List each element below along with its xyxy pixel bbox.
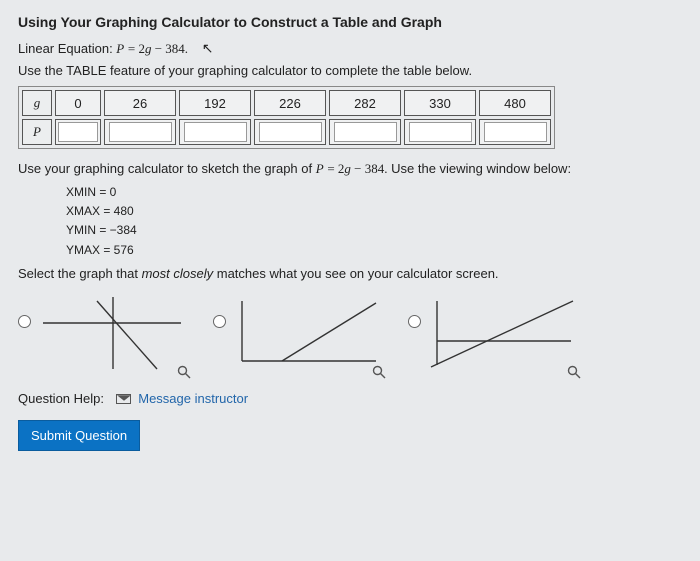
graph-thumb-3 [427, 293, 577, 373]
p-input-4[interactable] [334, 122, 397, 142]
instruction-graph-suffix: Use the viewing window below: [391, 161, 571, 176]
table-row: P [22, 119, 551, 145]
g-cell: 480 [479, 90, 551, 116]
instruction-graph: Use your graphing calculator to sketch t… [18, 161, 682, 177]
p-cell [404, 119, 476, 145]
radio-option-1[interactable] [18, 315, 31, 328]
p-input-3[interactable] [259, 122, 322, 142]
g-cell: 282 [329, 90, 401, 116]
equation-rest: − 384. [151, 41, 188, 56]
radio-option-2[interactable] [213, 315, 226, 328]
zoom-icon[interactable] [372, 365, 386, 379]
graph-options [18, 293, 682, 373]
select-emphasis: most closely [142, 266, 214, 281]
g-cell: 192 [179, 90, 251, 116]
window-line: XMAX = 480 [66, 202, 682, 221]
p-cell [55, 119, 101, 145]
row-label-g: g [22, 90, 52, 116]
graph-option-3 [408, 293, 577, 373]
p-input-2[interactable] [184, 122, 247, 142]
g-cell: 0 [55, 90, 101, 116]
graph-thumb-1 [37, 293, 187, 373]
window-line: YMAX = 576 [66, 241, 682, 260]
graph-eq-p: P [316, 161, 324, 176]
window-line: YMIN = −384 [66, 221, 682, 240]
viewing-window: XMIN = 0 XMAX = 480 YMIN = −384 YMAX = 5… [66, 183, 682, 260]
p-cell [104, 119, 176, 145]
graph-thumb-2 [232, 293, 382, 373]
g-cell: 330 [404, 90, 476, 116]
zoom-icon[interactable] [177, 365, 191, 379]
graph-option-2 [213, 293, 382, 373]
table-row: g 0 26 192 226 282 330 480 [22, 90, 551, 116]
p-cell [329, 119, 401, 145]
page-title: Using Your Graphing Calculator to Constr… [18, 14, 682, 30]
g-cell: 226 [254, 90, 326, 116]
radio-option-3[interactable] [408, 315, 421, 328]
message-instructor-link[interactable]: Message instructor [138, 391, 248, 406]
p-input-1[interactable] [109, 122, 172, 142]
equation-equals: = 2 [128, 41, 145, 56]
question-help-row: Question Help: Message instructor [18, 391, 682, 406]
value-table: g 0 26 192 226 282 330 480 P [18, 86, 555, 149]
g-cell: 26 [104, 90, 176, 116]
equation-prefix: Linear Equation: [18, 41, 116, 56]
graph-option-1 [18, 293, 187, 373]
help-label: Question Help: [18, 391, 104, 406]
window-line: XMIN = 0 [66, 183, 682, 202]
p-input-5[interactable] [409, 122, 472, 142]
zoom-icon[interactable] [567, 365, 581, 379]
envelope-icon [116, 394, 131, 404]
p-cell [254, 119, 326, 145]
submit-button[interactable]: Submit Question [18, 420, 140, 451]
p-input-0[interactable] [58, 122, 98, 142]
p-cell [179, 119, 251, 145]
instruction-select: Select the graph that most closely match… [18, 266, 682, 281]
cursor-icon: ↖ [202, 40, 214, 57]
instruction-table: Use the TABLE feature of your graphing c… [18, 63, 682, 78]
p-cell [479, 119, 551, 145]
p-input-6[interactable] [484, 122, 547, 142]
equation-var-p: P [116, 41, 124, 56]
instruction-graph-prefix: Use your graphing calculator to sketch t… [18, 161, 316, 176]
row-label-p: P [22, 119, 52, 145]
equation-line: Linear Equation: P = 2g − 384. ↖ [18, 40, 682, 57]
